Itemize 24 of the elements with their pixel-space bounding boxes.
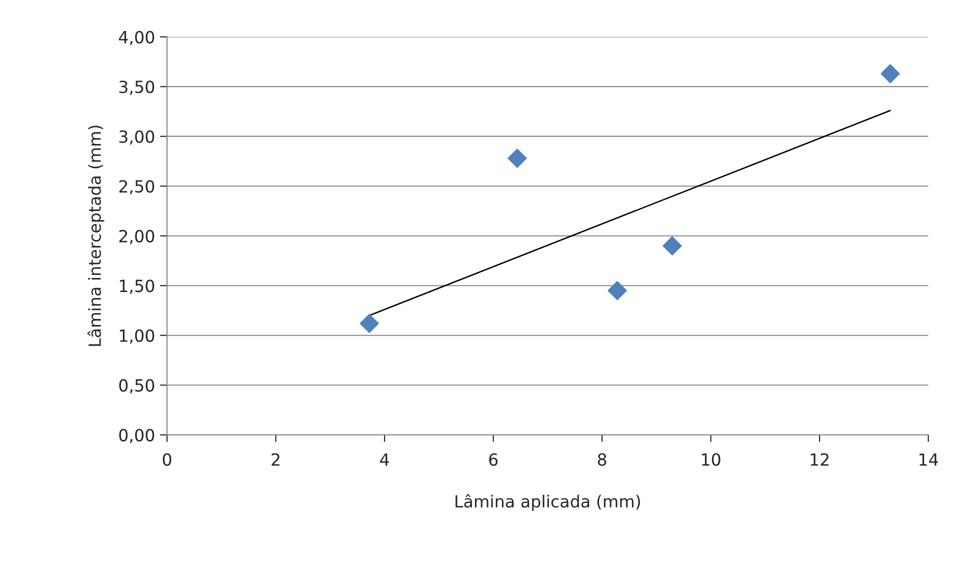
point (608, 280, 627, 300)
y-axis-title: Lâmina interceptada (mm) (87, 126, 104, 346)
y-tick-label: 1,00 (120, 329, 154, 344)
y-tick-label: 3,50 (119, 80, 154, 95)
y-tick-label: 0,50 (119, 379, 154, 394)
y-tick-label: 0,00 (119, 428, 154, 444)
y-tick-label: 3,00 (119, 130, 154, 145)
x-tick-label: 10 (702, 453, 720, 466)
x-tick-label: 12 (810, 453, 828, 466)
x-tick-label: 8 (598, 453, 606, 466)
x-tick-label: 0 (162, 453, 172, 466)
x-tick-label: 6 (489, 453, 498, 466)
point (360, 314, 379, 334)
point (662, 236, 682, 256)
x-tick-label: 14 (920, 453, 938, 466)
point (508, 148, 527, 168)
x-axis-title: Lâmina aplicada (mm) (456, 494, 640, 511)
y-tick-label: 2,00 (119, 230, 154, 244)
x-tick-label: 2 (272, 453, 280, 466)
y-tick-label: 1,50 (120, 280, 154, 294)
x-tick-label: 4 (380, 453, 389, 466)
point (880, 64, 900, 84)
y-tick-label: 2,50 (119, 180, 154, 194)
y-tick-label: 4,00 (118, 30, 154, 46)
